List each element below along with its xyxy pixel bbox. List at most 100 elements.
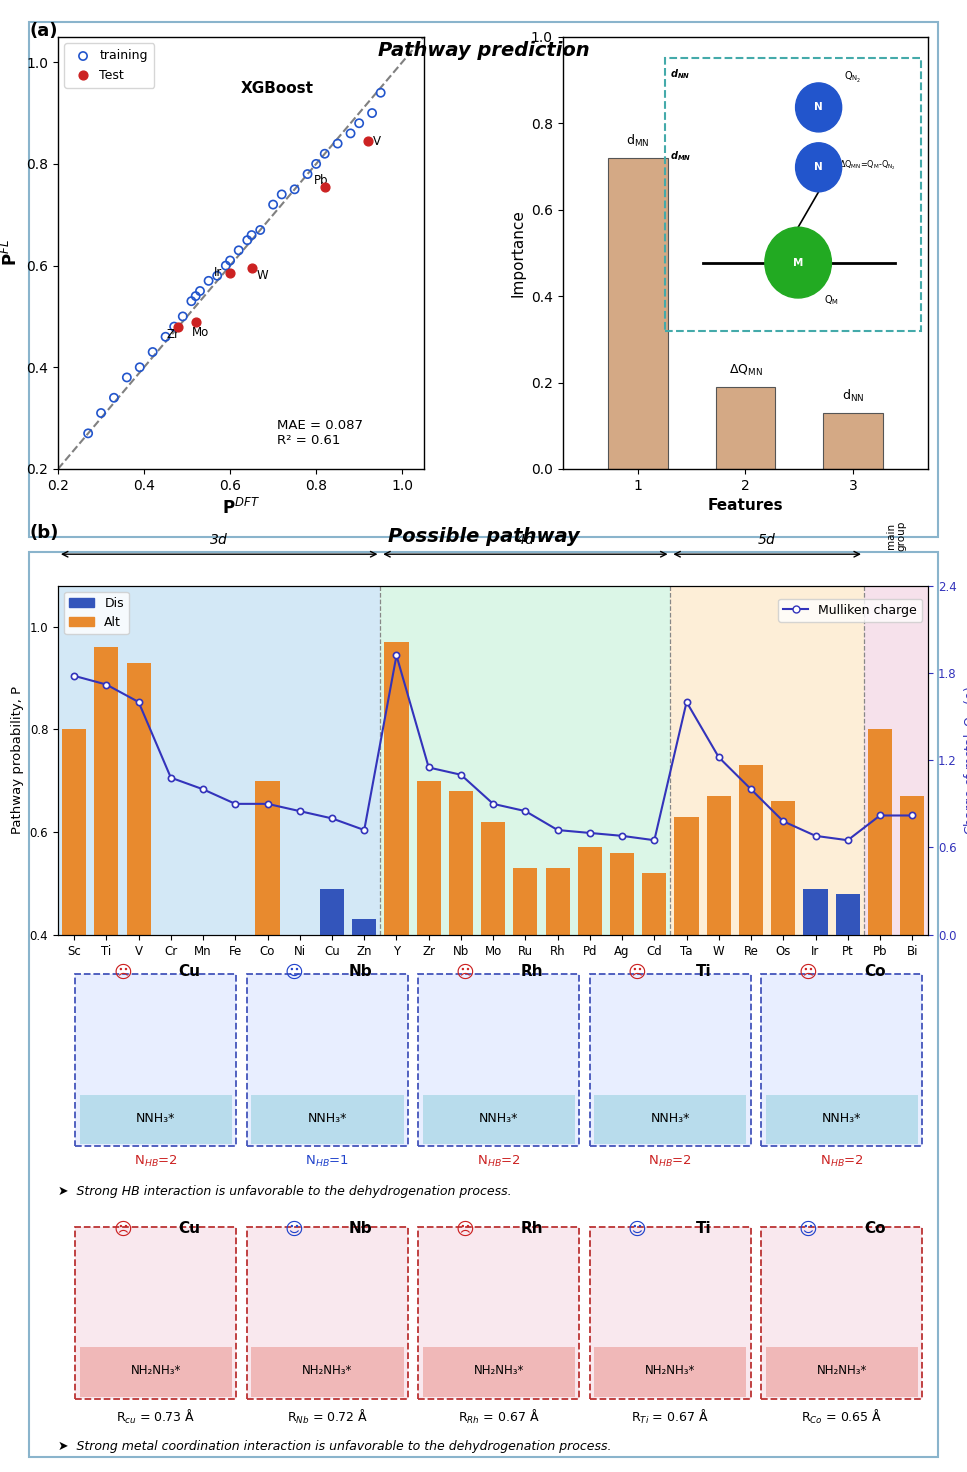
- Mulliken charge: [262, 795, 274, 813]
- training: [343, 122, 359, 146]
- Text: ☺: ☺: [284, 964, 304, 982]
- Test: [317, 175, 333, 199]
- Bar: [867, 730, 892, 1141]
- Bar: [642, 873, 666, 1141]
- FancyBboxPatch shape: [247, 974, 408, 1147]
- Text: V: V: [373, 134, 381, 147]
- Bar: [804, 889, 828, 1141]
- training: [192, 280, 208, 303]
- Text: NNH₃*: NNH₃*: [479, 1111, 518, 1125]
- Text: R$_{Rh}$ = 0.67 Å: R$_{Rh}$ = 0.67 Å: [458, 1407, 540, 1426]
- Text: Pathway prediction: Pathway prediction: [378, 41, 589, 60]
- FancyBboxPatch shape: [79, 1347, 232, 1397]
- training: [158, 325, 173, 349]
- Text: Ti: Ti: [696, 964, 712, 979]
- Text: NH₂NH₃*: NH₂NH₃*: [131, 1365, 181, 1378]
- Text: NH₂NH₃*: NH₂NH₃*: [816, 1365, 866, 1378]
- FancyBboxPatch shape: [247, 1228, 408, 1400]
- X-axis label: Features: Features: [708, 498, 783, 514]
- Bar: [62, 730, 86, 1141]
- Mulliken charge: [487, 795, 499, 813]
- Text: R$_{Nb}$ = 0.72 Å: R$_{Nb}$ = 0.72 Å: [287, 1407, 367, 1426]
- Mulliken charge: [101, 676, 112, 693]
- Text: ☺: ☺: [284, 1222, 304, 1239]
- Bar: [610, 852, 634, 1141]
- Mulliken charge: [229, 795, 241, 813]
- Bar: [255, 780, 279, 1141]
- Bar: [352, 920, 376, 1141]
- Text: N$_{HB}$=2: N$_{HB}$=2: [648, 1154, 692, 1169]
- Text: N$_{HB}$=1: N$_{HB}$=1: [306, 1154, 349, 1169]
- FancyBboxPatch shape: [761, 1228, 923, 1400]
- FancyBboxPatch shape: [419, 974, 579, 1147]
- training: [252, 218, 268, 241]
- training: [274, 183, 289, 206]
- training: [244, 224, 259, 247]
- training: [201, 269, 217, 293]
- Text: 3$d$: 3$d$: [209, 533, 229, 548]
- Bar: [417, 780, 441, 1141]
- Mulliken charge: [391, 646, 402, 664]
- Text: Rh: Rh: [521, 1222, 543, 1236]
- Mulliken charge: [165, 768, 177, 786]
- Y-axis label: Importance: Importance: [511, 209, 525, 297]
- Bar: [670, 586, 864, 935]
- training: [308, 152, 324, 175]
- training: [93, 402, 108, 425]
- Text: ☹: ☹: [628, 964, 646, 982]
- Y-axis label: Pathway probability, P: Pathway probability, P: [11, 686, 24, 835]
- FancyBboxPatch shape: [761, 974, 923, 1147]
- Mulliken charge: [874, 807, 886, 824]
- X-axis label: P$^{DFT}$: P$^{DFT}$: [221, 498, 260, 518]
- Text: ➤  Strong metal coordination interaction is unfavorable to the dehydrogenation p: ➤ Strong metal coordination interaction …: [58, 1441, 611, 1453]
- FancyBboxPatch shape: [251, 1095, 403, 1144]
- Test: [188, 309, 203, 333]
- training: [265, 193, 280, 216]
- Line: Mulliken charge: Mulliken charge: [71, 652, 916, 843]
- FancyBboxPatch shape: [766, 1347, 918, 1397]
- Bar: [380, 586, 670, 935]
- Text: ☹: ☹: [456, 1222, 475, 1239]
- Y-axis label: Charge of metal, Q$_M$ (e): Charge of metal, Q$_M$ (e): [962, 686, 967, 835]
- Mulliken charge: [649, 832, 660, 849]
- training: [222, 249, 238, 272]
- Mulliken charge: [197, 780, 209, 798]
- Mulliken charge: [584, 824, 596, 842]
- Text: ☹: ☹: [113, 964, 132, 982]
- Bar: [716, 387, 776, 470]
- Bar: [449, 790, 473, 1141]
- Text: W: W: [257, 269, 269, 283]
- Test: [360, 130, 375, 153]
- Text: Nb: Nb: [349, 1222, 372, 1236]
- Text: Ti: Ti: [696, 1222, 712, 1236]
- Text: Nb: Nb: [349, 964, 372, 979]
- Bar: [127, 662, 151, 1141]
- Bar: [835, 894, 860, 1141]
- Text: Rh: Rh: [521, 964, 543, 979]
- Text: MAE = 0.087
R² = 0.61: MAE = 0.087 R² = 0.61: [278, 420, 364, 447]
- FancyBboxPatch shape: [79, 1095, 232, 1144]
- Mulliken charge: [132, 693, 144, 711]
- Text: N$_{HB}$=2: N$_{HB}$=2: [134, 1154, 178, 1169]
- Text: ☹: ☹: [113, 1222, 132, 1239]
- Text: ☺: ☺: [799, 1222, 817, 1239]
- Text: Zr: Zr: [166, 328, 180, 340]
- Mulliken charge: [359, 821, 370, 839]
- FancyBboxPatch shape: [423, 1095, 575, 1144]
- training: [231, 238, 247, 262]
- Text: R$_{Ti}$ = 0.67 Å: R$_{Ti}$ = 0.67 Å: [631, 1407, 709, 1426]
- Text: d$_\mathregular{NN}$: d$_\mathregular{NN}$: [842, 389, 864, 405]
- Text: NH₂NH₃*: NH₂NH₃*: [303, 1365, 353, 1378]
- FancyBboxPatch shape: [419, 1228, 579, 1400]
- training: [184, 290, 199, 314]
- Text: Ir: Ir: [214, 265, 222, 278]
- Mulliken charge: [777, 813, 789, 830]
- Text: NH₂NH₃*: NH₂NH₃*: [474, 1365, 524, 1378]
- Mulliken charge: [519, 802, 531, 820]
- Mulliken charge: [906, 807, 918, 824]
- Text: (b): (b): [29, 524, 58, 542]
- Y-axis label: P$^{FL}$: P$^{FL}$: [1, 240, 20, 266]
- Bar: [320, 889, 344, 1141]
- Text: Possible pathway: Possible pathway: [388, 527, 579, 546]
- Text: N$_{HB}$=2: N$_{HB}$=2: [477, 1154, 521, 1169]
